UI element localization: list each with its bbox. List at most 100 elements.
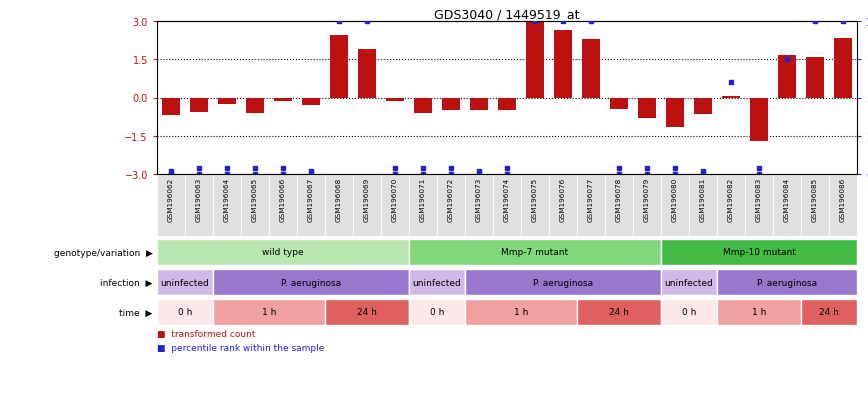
Title: GDS3040 / 1449519_at: GDS3040 / 1449519_at (434, 8, 580, 21)
Text: GSM196077: GSM196077 (588, 178, 594, 222)
Bar (750, 98, 768, 142)
Bar (773, 175, 801, 236)
Text: Mmp-10 mutant: Mmp-10 mutant (722, 248, 795, 257)
Bar (241, 175, 269, 236)
Bar (610, 98, 628, 110)
Text: uninfected: uninfected (412, 278, 462, 287)
Bar (157, 269, 213, 296)
Text: 1 h: 1 h (514, 308, 529, 317)
Text: GSM196070: GSM196070 (392, 178, 398, 222)
Bar (213, 269, 409, 296)
Text: GSM196080: GSM196080 (672, 178, 678, 222)
Bar (302, 98, 320, 106)
Bar (157, 239, 409, 266)
Text: GSM196074: GSM196074 (504, 178, 510, 222)
Bar (269, 175, 297, 236)
Text: GSM196073: GSM196073 (476, 178, 482, 222)
Text: 0 h: 0 h (178, 308, 192, 317)
Text: GSM196072: GSM196072 (448, 178, 454, 222)
Bar (353, 175, 381, 236)
Bar (442, 98, 460, 111)
Text: GSM196064: GSM196064 (224, 178, 230, 222)
Bar (274, 98, 293, 102)
Text: Mmp-7 mutant: Mmp-7 mutant (502, 248, 569, 257)
Text: GSM196071: GSM196071 (420, 178, 426, 222)
Bar (526, 21, 544, 98)
Bar (666, 98, 684, 128)
Bar (577, 175, 605, 236)
Text: GSM196081: GSM196081 (700, 178, 706, 222)
Bar (218, 98, 236, 104)
Bar (722, 97, 740, 98)
Text: genotype/variation  ▶: genotype/variation ▶ (54, 248, 153, 257)
Text: 24 h: 24 h (357, 308, 377, 317)
Bar (498, 98, 516, 111)
Bar (717, 269, 857, 296)
Bar (358, 50, 376, 98)
Bar (638, 98, 656, 119)
Text: GSM196078: GSM196078 (616, 178, 622, 222)
Text: GSM196066: GSM196066 (280, 178, 286, 222)
Text: GSM196082: GSM196082 (728, 178, 734, 222)
Text: GSM196068: GSM196068 (336, 178, 342, 222)
Text: 1 h: 1 h (262, 308, 276, 317)
Text: GSM196079: GSM196079 (644, 178, 650, 222)
Text: infection  ▶: infection ▶ (101, 278, 153, 287)
Bar (246, 98, 264, 114)
Bar (185, 175, 213, 236)
Bar (605, 175, 633, 236)
Text: GSM196065: GSM196065 (252, 178, 258, 222)
Bar (521, 175, 549, 236)
Text: GSM196086: GSM196086 (840, 178, 846, 222)
Text: GSM196085: GSM196085 (812, 178, 818, 222)
Bar (834, 38, 852, 98)
Text: P. aeruginosa: P. aeruginosa (757, 278, 817, 287)
Text: GSM196075: GSM196075 (532, 178, 538, 222)
Bar (414, 98, 432, 114)
Bar (213, 175, 241, 236)
Text: 24 h: 24 h (609, 308, 629, 317)
Bar (470, 98, 488, 111)
Bar (717, 299, 801, 326)
Text: ■  percentile rank within the sample: ■ percentile rank within the sample (157, 344, 325, 353)
Bar (661, 239, 857, 266)
Bar (325, 175, 353, 236)
Bar (162, 98, 180, 116)
Text: GSM196076: GSM196076 (560, 178, 566, 222)
Bar (829, 175, 857, 236)
Bar (297, 175, 325, 236)
Bar (465, 299, 577, 326)
Bar (409, 269, 465, 296)
Bar (157, 299, 213, 326)
Bar (806, 57, 824, 98)
Text: GSM196063: GSM196063 (196, 178, 202, 222)
Bar (493, 175, 521, 236)
Text: 24 h: 24 h (819, 308, 839, 317)
Text: P. aeruginosa: P. aeruginosa (281, 278, 341, 287)
Bar (745, 175, 773, 236)
Text: P. aeruginosa: P. aeruginosa (533, 278, 593, 287)
Text: GSM196062: GSM196062 (168, 178, 174, 222)
Bar (689, 175, 717, 236)
Text: 0 h: 0 h (681, 308, 696, 317)
Text: GSM196067: GSM196067 (308, 178, 314, 222)
Text: wild type: wild type (262, 248, 304, 257)
Text: ■  transformed count: ■ transformed count (157, 330, 255, 339)
Bar (409, 239, 661, 266)
Bar (661, 269, 717, 296)
Bar (633, 175, 661, 236)
Text: 1 h: 1 h (752, 308, 766, 317)
Text: uninfected: uninfected (665, 278, 713, 287)
Bar (381, 175, 409, 236)
Bar (661, 175, 689, 236)
Bar (582, 40, 600, 98)
Bar (386, 98, 404, 102)
Bar (213, 299, 325, 326)
Bar (465, 269, 661, 296)
Bar (549, 175, 577, 236)
Bar (801, 299, 857, 326)
Text: GSM196083: GSM196083 (756, 178, 762, 222)
Bar (778, 56, 796, 98)
Bar (801, 175, 829, 236)
Bar (409, 299, 465, 326)
